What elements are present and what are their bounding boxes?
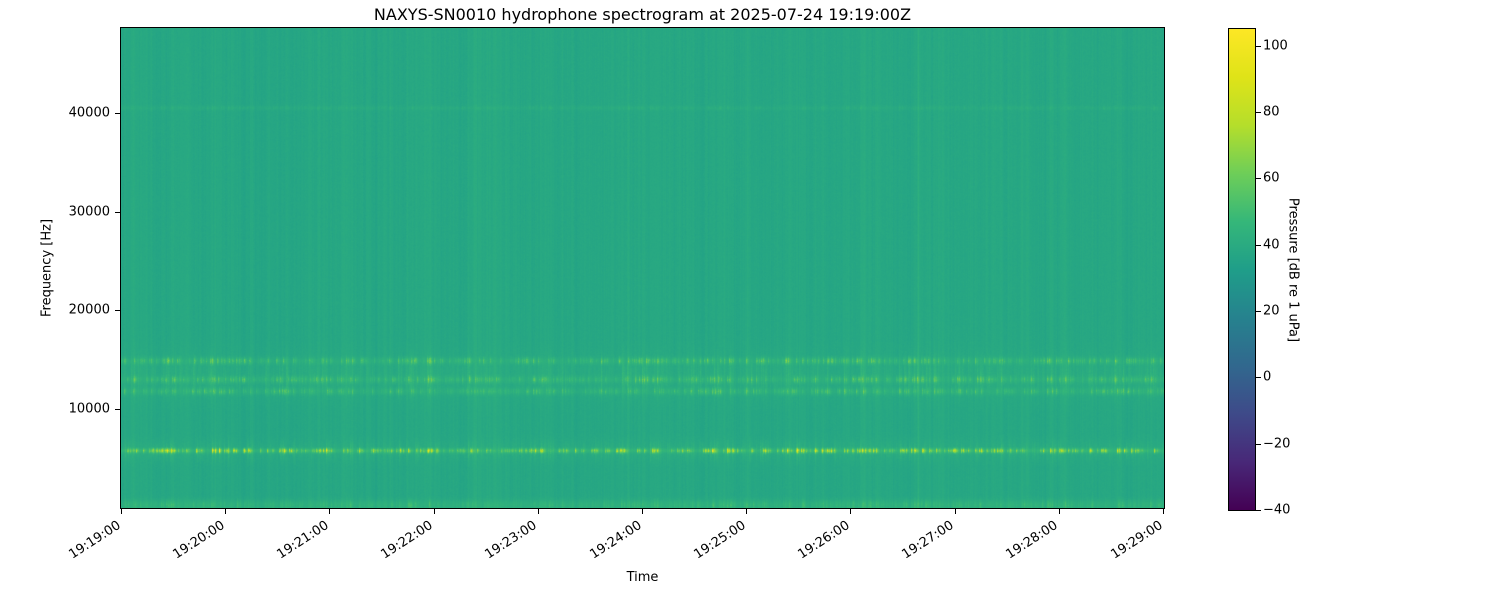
- y-tick-mark: [115, 409, 120, 411]
- x-tick-label: 19:28:00: [1003, 518, 1061, 563]
- x-tick-label: 19:29:00: [1108, 518, 1166, 563]
- colorbar-tick-label: 0: [1263, 369, 1272, 385]
- x-tick-label: 19:21:00: [274, 518, 332, 563]
- colorbar-tick-label: 60: [1263, 170, 1280, 186]
- x-tick-mark: [329, 509, 331, 514]
- y-tick-label: 30000: [68, 204, 110, 220]
- spectrogram-canvas: [121, 28, 1164, 508]
- colorbar-tick-mark: [1256, 178, 1261, 180]
- x-tick-mark: [642, 509, 643, 514]
- colorbar-tick-mark: [1256, 310, 1261, 312]
- x-tick-label: 19:19:00: [66, 518, 124, 563]
- colorbar-tick-label: −40: [1263, 502, 1291, 518]
- colorbar-tick-mark: [1256, 443, 1261, 445]
- y-tick-label: 40000: [68, 105, 110, 121]
- x-tick-label: 19:27:00: [899, 518, 957, 563]
- x-tick-label: 19:22:00: [378, 518, 436, 563]
- colorbar-tick-mark: [1256, 377, 1261, 379]
- x-tick-label: 19:20:00: [170, 518, 228, 563]
- chart-title: NAXYS-SN0010 hydrophone spectrogram at 2…: [373, 5, 912, 24]
- y-tick-label: 20000: [68, 302, 110, 318]
- x-tick-label: 19:23:00: [482, 518, 540, 563]
- x-tick-mark: [121, 509, 122, 514]
- colorbar-tick-mark: [1256, 510, 1261, 511]
- plot-area: [120, 27, 1165, 509]
- x-tick-mark: [850, 509, 852, 514]
- y-tick-mark: [115, 112, 120, 114]
- y-axis-label: Frequency [Hz]: [39, 218, 55, 318]
- colorbar-tick-label: 20: [1263, 303, 1280, 319]
- colorbar-tick-label: −20: [1263, 436, 1291, 452]
- x-tick-mark: [1163, 509, 1164, 514]
- colorbar: [1228, 28, 1256, 511]
- x-tick-mark: [954, 509, 956, 514]
- x-axis-label: Time: [626, 570, 659, 585]
- x-tick-label: 19:26:00: [795, 518, 853, 563]
- y-tick-mark: [115, 310, 120, 312]
- colorbar-tick-label: 100: [1263, 38, 1288, 54]
- x-tick-mark: [746, 509, 748, 514]
- x-tick-mark: [225, 509, 227, 514]
- colorbar-label: Pressure [dB re 1 uPa]: [1285, 197, 1301, 343]
- x-tick-mark: [537, 509, 539, 514]
- colorbar-tick-mark: [1256, 244, 1261, 246]
- x-tick-mark: [433, 509, 435, 514]
- colorbar-tick-label: 80: [1263, 104, 1280, 120]
- colorbar-tick-mark: [1256, 111, 1261, 113]
- colorbar-tick-mark: [1256, 45, 1261, 47]
- x-tick-mark: [1058, 509, 1060, 514]
- y-tick-label: 10000: [68, 401, 110, 417]
- y-tick-mark: [115, 211, 120, 213]
- x-tick-label: 19:24:00: [587, 518, 645, 563]
- x-tick-label: 19:25:00: [691, 518, 749, 563]
- colorbar-tick-label: 40: [1263, 237, 1280, 253]
